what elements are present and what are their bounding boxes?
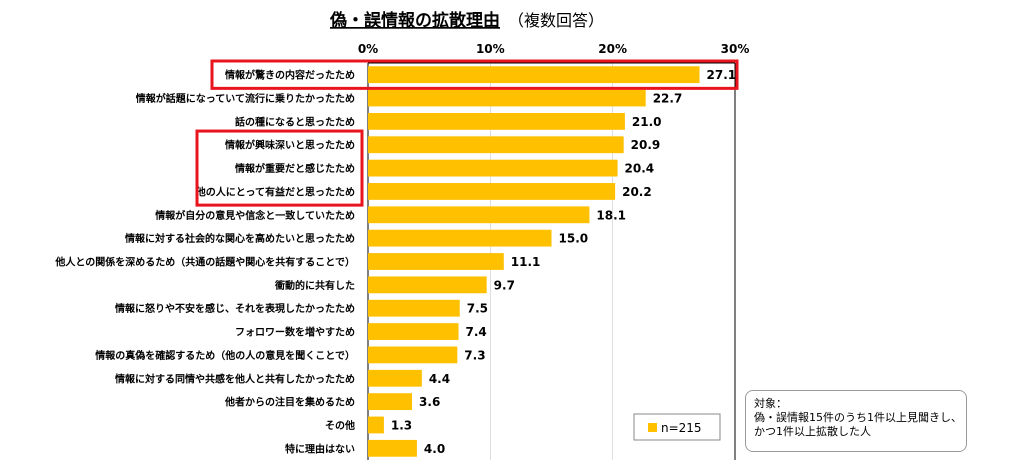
bar xyxy=(368,206,590,224)
x-tick-label: 10% xyxy=(476,42,505,56)
bar xyxy=(368,393,413,411)
legend-swatch xyxy=(648,423,657,432)
bar xyxy=(368,439,417,457)
highlight-boxes xyxy=(195,59,739,207)
bar xyxy=(368,416,384,434)
data-label: 4.4 xyxy=(429,372,450,386)
category-label: 情報が話題になっていて流行に乗りたかったため xyxy=(136,92,355,105)
highlight-box xyxy=(195,129,364,207)
bar xyxy=(368,66,700,84)
bar xyxy=(368,253,504,270)
data-label: 20.9 xyxy=(631,138,661,152)
bar xyxy=(368,323,459,340)
data-label: 9.7 xyxy=(494,278,515,292)
bar xyxy=(368,229,552,247)
legend: n=215 xyxy=(633,413,721,441)
x-axis-ticks: 0% 10% 20% 30% xyxy=(358,42,750,460)
category-label: 情報が重要だと感じたため xyxy=(235,162,355,175)
x-tick-label: 0% xyxy=(358,42,378,56)
highlight-box xyxy=(210,59,739,90)
data-label: 20.2 xyxy=(622,185,652,199)
data-label: 21.0 xyxy=(632,115,662,129)
category-label: 他人との関係を深めるため（共通の話題や関心を共有することで） xyxy=(54,256,355,269)
bars xyxy=(368,66,700,457)
data-label: 15.0 xyxy=(559,232,589,246)
bar xyxy=(368,346,458,364)
legend-label: n=215 xyxy=(661,421,702,435)
data-label: 20.4 xyxy=(625,162,655,176)
category-label: 他者からの注目を集めるため xyxy=(224,396,355,409)
x-tick-label: 30% xyxy=(721,42,750,56)
bar xyxy=(368,369,422,387)
value-labels: 27.1 22.7 21.0 20.9 20.4 20.2 18.1 15.0 11.1 9.7 7… xyxy=(391,68,736,456)
category-label: 情報に対する同情や共感を他人と共有したかったため xyxy=(115,372,355,385)
bar xyxy=(368,276,487,294)
category-label: 情報に怒りや不安を感じ、それを表現したかったため xyxy=(115,302,355,315)
data-label: 18.1 xyxy=(596,208,626,222)
category-label: 情報が自分の意見や信念と一致していたため xyxy=(155,209,355,222)
data-label: 3.6 xyxy=(419,395,440,409)
data-label: 7.3 xyxy=(464,348,485,362)
category-label: 情報の真偽を確認するため（他の人の意見を聞くことで） xyxy=(95,349,355,362)
note-line: かつ1件以上拡散した人 xyxy=(754,425,871,438)
data-label: 4.0 xyxy=(424,442,445,456)
bar xyxy=(368,89,646,107)
bar xyxy=(368,299,460,317)
data-label: 7.5 xyxy=(467,302,488,316)
bar xyxy=(368,159,618,177)
bar xyxy=(368,112,625,130)
data-label: 27.1 xyxy=(707,68,737,82)
bar xyxy=(368,136,624,154)
category-label: 特に理由はない xyxy=(285,442,355,455)
data-label: 22.7 xyxy=(653,92,683,106)
note-line: 偽・誤情報15件のうち1件以上見聞きし、 xyxy=(754,411,962,424)
category-label: 情報が驚きの内容だったため xyxy=(225,69,355,82)
data-label: 7.4 xyxy=(466,325,487,339)
category-label: 他の人にとって有益だと思ったため xyxy=(195,185,355,198)
category-label: その他 xyxy=(325,419,355,432)
note-box: 対象： 偽・誤情報15件のうち1件以上見聞きし、 かつ1件以上拡散した人 xyxy=(745,390,967,452)
category-labels: 情報が驚きの内容だったため情報が話題になっていて流行に乗りたかったため話の種にな… xyxy=(54,69,355,456)
data-label: 11.1 xyxy=(511,255,541,269)
category-label: フォロワー数を増やすため xyxy=(235,326,355,339)
chart-title: 偽・誤情報の拡散理由 （複数回答） xyxy=(329,10,604,31)
category-label: 衝動的に共有した xyxy=(274,279,355,292)
note-line: 対象： xyxy=(754,397,787,410)
category-label: 情報が興味深いと思ったため xyxy=(225,139,355,152)
category-label: 情報に対する社会的な関心を高めたいと思ったため xyxy=(125,232,355,245)
category-label: 話の種になると思ったため xyxy=(235,115,355,128)
bar xyxy=(368,183,616,200)
x-tick-label: 20% xyxy=(598,42,627,56)
data-label: 1.3 xyxy=(391,418,412,432)
